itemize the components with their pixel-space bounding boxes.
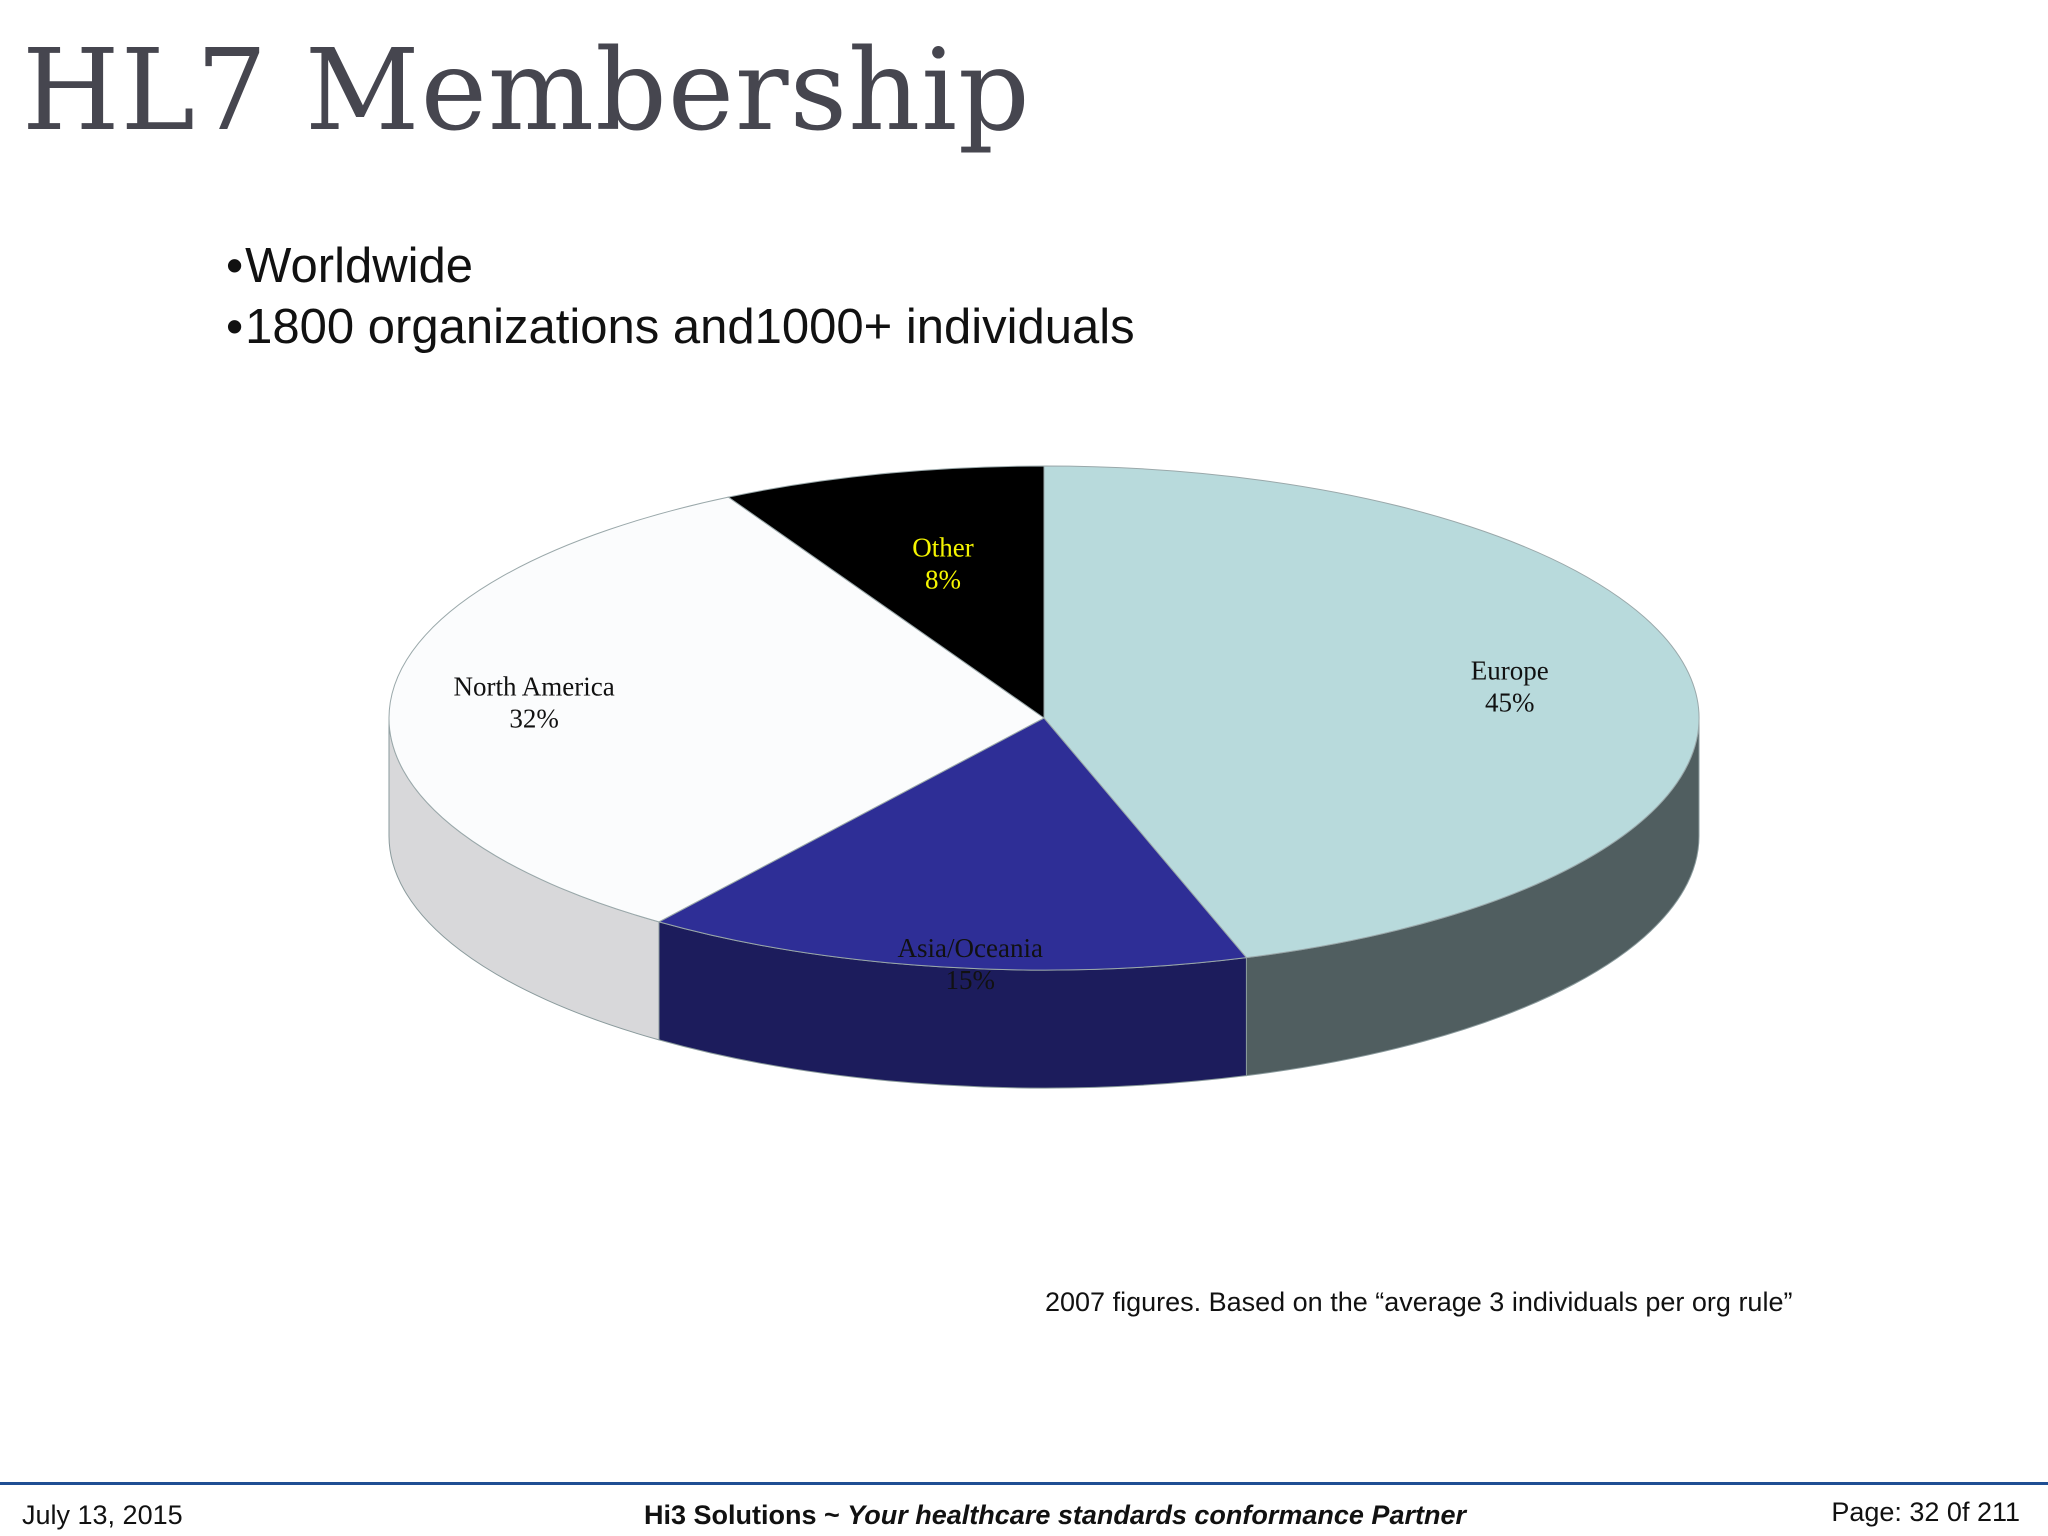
chart-footnote: 2007 figures. Based on the “average 3 in… <box>1045 1287 1793 1317</box>
pie-slice-north-america <box>388 496 1045 923</box>
pie-label-north-america: North America <box>454 672 615 702</box>
pie-value-other: 8% <box>925 565 961 595</box>
pie-value-asia-oceania: 15% <box>945 965 995 995</box>
bullet-text: 1800 organizations and1000+ individuals <box>245 300 1135 354</box>
pie-slice-other <box>727 465 1045 719</box>
slide-title: HL7 Membership <box>22 26 1031 156</box>
footer-page-number: Page: 32 0f 211 <box>1831 1497 2020 1527</box>
pie-slice-europe <box>1043 465 1700 959</box>
bullet-item: •1800 organizations and1000+ individuals <box>226 300 1135 354</box>
pie-label-asia-oceania: Asia/Oceania <box>898 933 1043 963</box>
pie-label-europe: Europe <box>1471 656 1549 686</box>
footer-divider <box>0 1482 2048 1485</box>
pie-slice-asia-oceania <box>657 717 1248 971</box>
footer-company: Hi3 Solutions ~ <box>644 1500 848 1530</box>
pie-value-europe: 45% <box>1485 688 1535 718</box>
pie-label-other: Other <box>912 533 973 563</box>
footer-tagline: Your healthcare standards conformance Pa… <box>847 1500 1466 1530</box>
pie-value-north-america: 32% <box>509 704 559 734</box>
bullet-item: •Worldwide <box>226 239 474 293</box>
bullet-list: •Worldwide •1800 organizations and1000+ … <box>226 236 1135 358</box>
bullet-text: Worldwide <box>245 239 474 293</box>
footer-branding: Hi3 Solutions ~ Your healthcare standard… <box>644 1500 1466 1531</box>
footer-date: July 13, 2015 <box>22 1500 183 1530</box>
